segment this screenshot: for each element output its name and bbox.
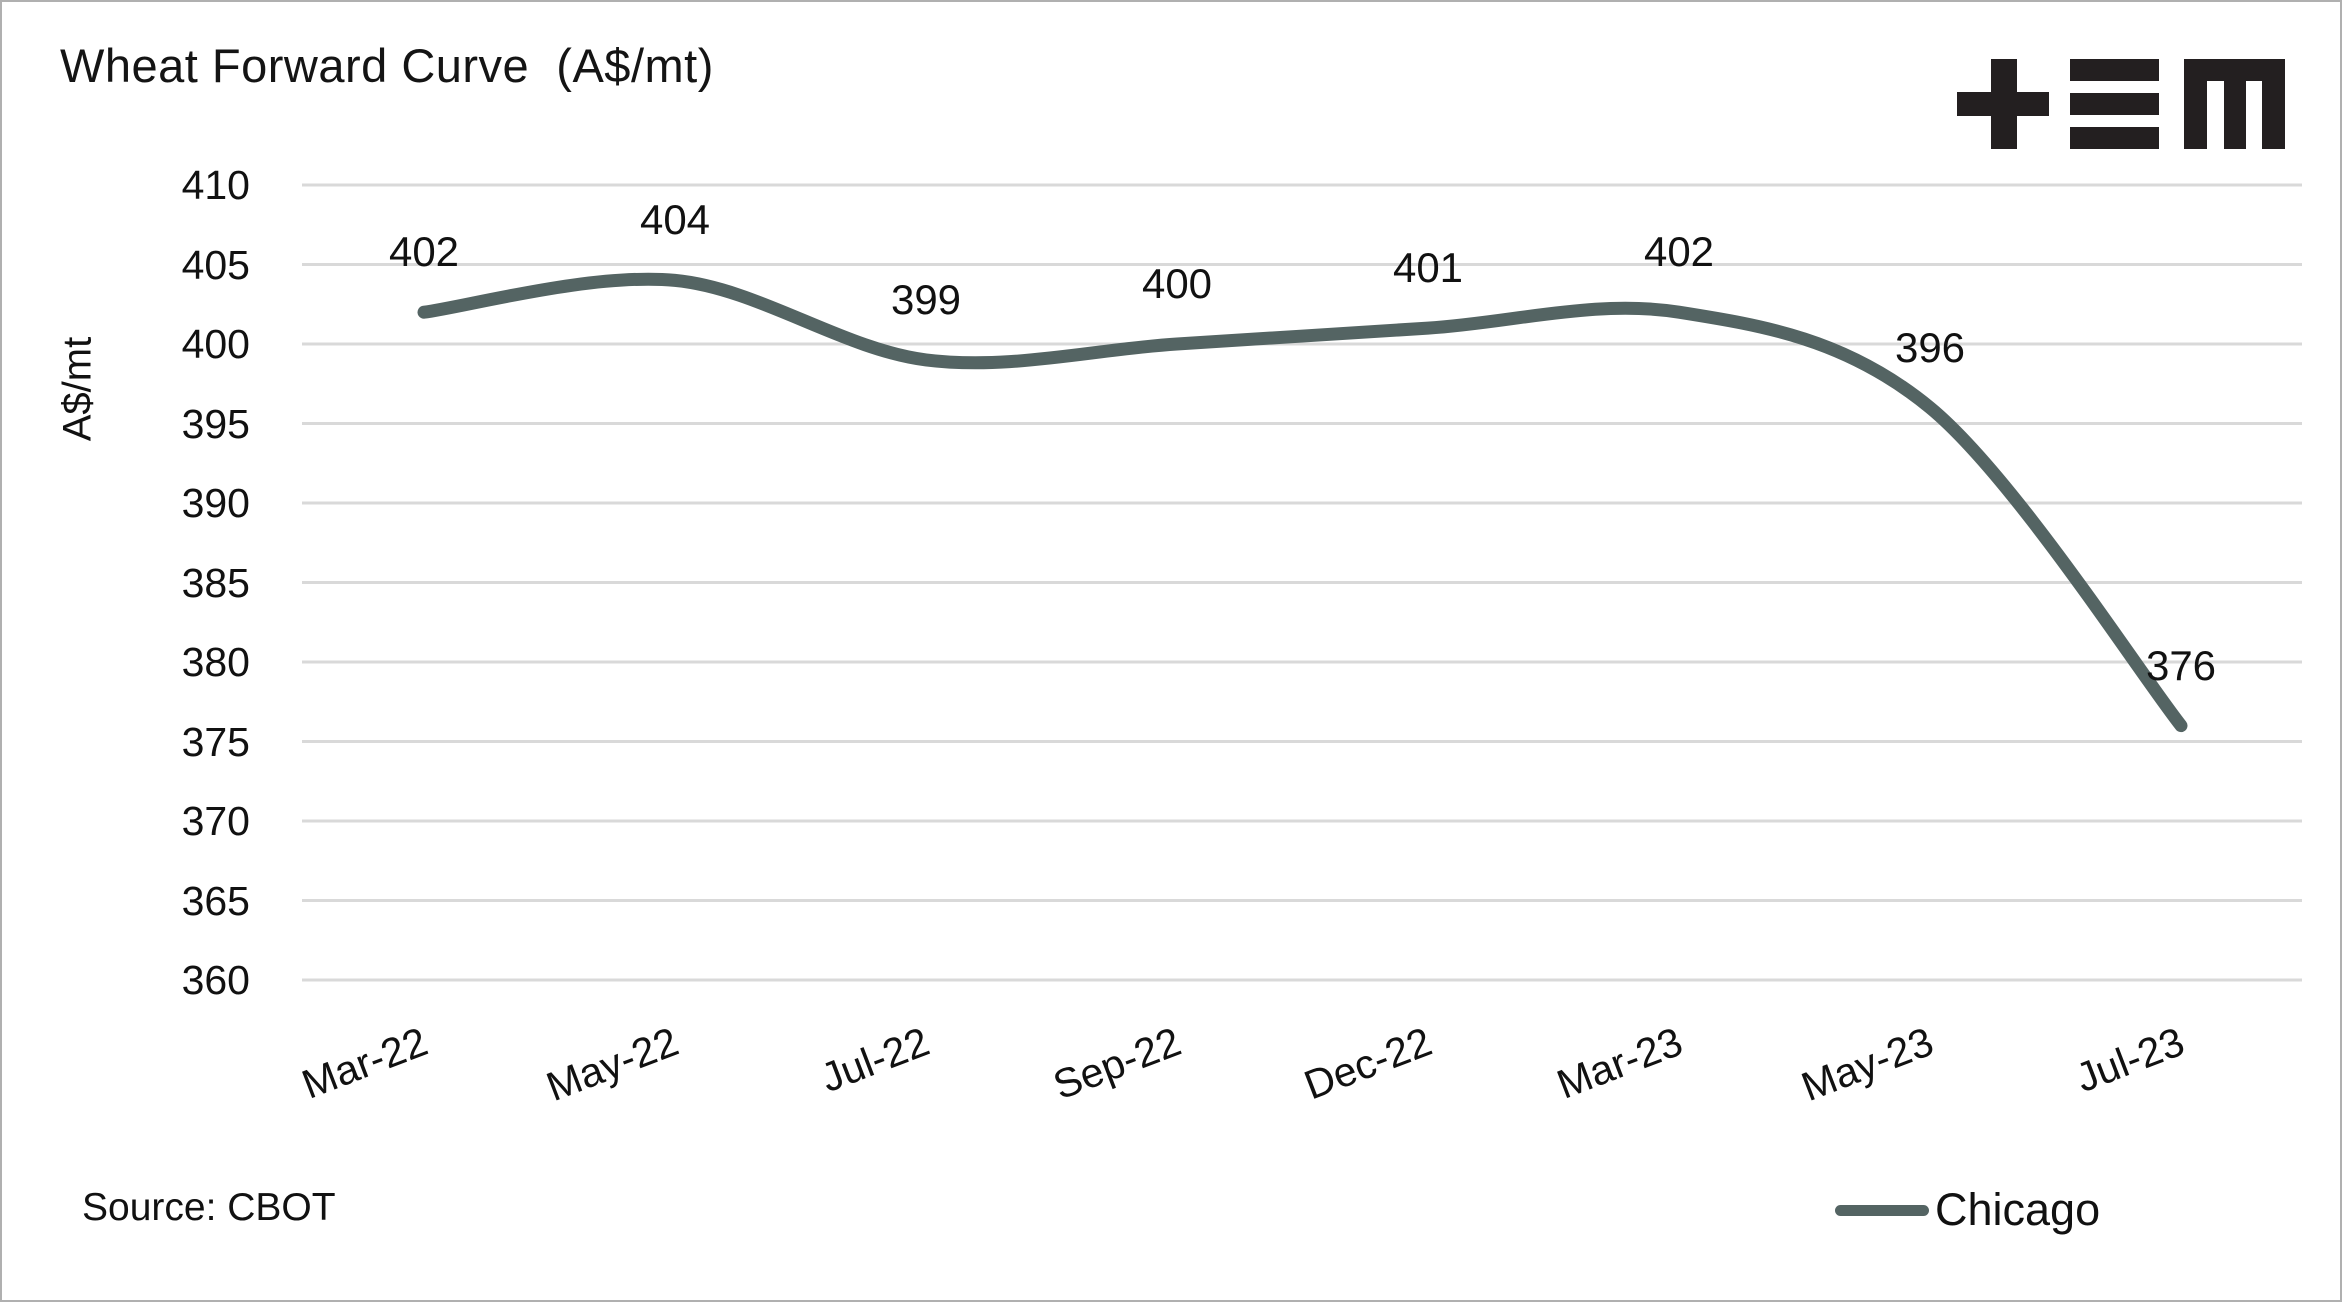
data-label: 376 [2145,641,2217,689]
data-label: 404 [639,196,711,244]
y-tick-label: 400 [181,321,250,367]
series-line-chicago [417,272,2188,733]
y-tick-label: 365 [181,877,250,924]
chart-title: Wheat Forward Curve (A$/mt) [60,39,714,92]
y-tick-label: 395 [181,400,250,447]
y-tick-label: 385 [181,559,250,606]
m-icon [2184,59,2285,149]
y-tick-label: 390 [181,480,250,526]
source-note: Source: CBOT [82,1186,336,1229]
data-label: 400 [1141,260,1213,307]
y-tick-label: 405 [181,241,250,288]
data-label: 402 [1643,228,1715,276]
y-tick-label: 375 [181,718,250,765]
y-tick-label: 360 [181,957,250,1003]
plus-icon [1957,59,2049,149]
triple-bar-icon [2070,59,2159,149]
data-label: 401 [1392,244,1464,292]
data-label: 396 [1894,323,1966,371]
tem-logo [1957,59,2285,149]
legend: Chicago [1835,1184,2100,1236]
y-tick-label: 410 [181,162,250,208]
y-tick-label: 370 [181,798,250,844]
y-tick-label: 380 [181,639,250,685]
legend-line-swatch [1835,1204,1929,1216]
data-label: 402 [388,228,460,276]
data-label: 399 [890,275,962,323]
legend-label: Chicago [1935,1184,2101,1235]
